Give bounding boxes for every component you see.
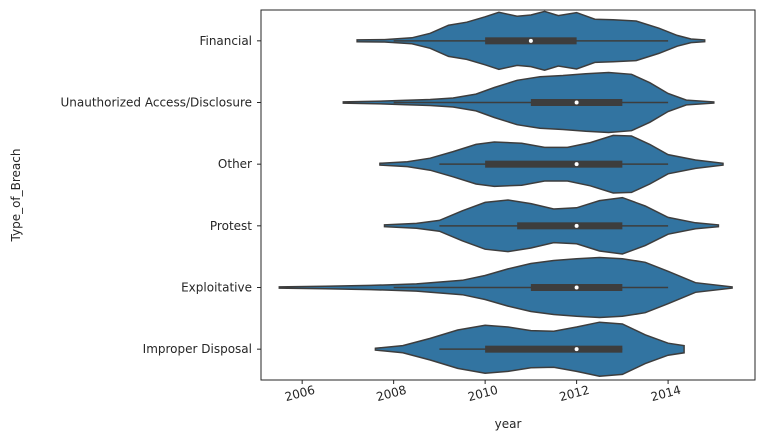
violin-2 xyxy=(379,134,724,194)
violin-median-dot xyxy=(528,38,533,43)
y-tick-label: Protest xyxy=(210,219,252,233)
violin-layer xyxy=(278,10,733,377)
y-tick-label: Other xyxy=(218,157,252,171)
x-tick-label: 2014 xyxy=(649,383,682,404)
violin-iqr-box xyxy=(485,345,623,353)
violin-median-dot xyxy=(574,347,579,352)
y-axis: Financial Unauthorized Access/Disclosure O… xyxy=(60,34,261,356)
x-tick-label: 2012 xyxy=(558,383,591,404)
violin-median-dot xyxy=(574,285,579,290)
x-axis-label: year xyxy=(495,417,522,431)
plot-frame xyxy=(260,9,756,381)
y-tick-label: Exploitative xyxy=(181,281,252,295)
violin-iqr-box xyxy=(517,222,623,230)
y-tick-label: Financial xyxy=(199,34,252,48)
violin-0 xyxy=(356,10,706,71)
x-tick-label: 2010 xyxy=(466,383,499,404)
x-axis: 2006 2008 2010 2012 2014 xyxy=(283,380,682,404)
violin-5 xyxy=(374,321,685,377)
violin-1 xyxy=(342,71,715,134)
violin-4 xyxy=(278,256,733,319)
violin-median-dot xyxy=(574,162,579,167)
violin-iqr-box xyxy=(485,160,623,168)
y-tick-label: Improper Disposal xyxy=(143,342,252,356)
violin-median-dot xyxy=(574,100,579,105)
violin-median-dot xyxy=(574,223,579,228)
y-axis-label: Type_of_Breach xyxy=(9,149,23,243)
violin-3 xyxy=(383,196,720,255)
y-tick-label: Unauthorized Access/Disclosure xyxy=(60,96,252,110)
x-tick-label: 2008 xyxy=(375,383,408,404)
x-tick-label: 2006 xyxy=(283,383,316,404)
